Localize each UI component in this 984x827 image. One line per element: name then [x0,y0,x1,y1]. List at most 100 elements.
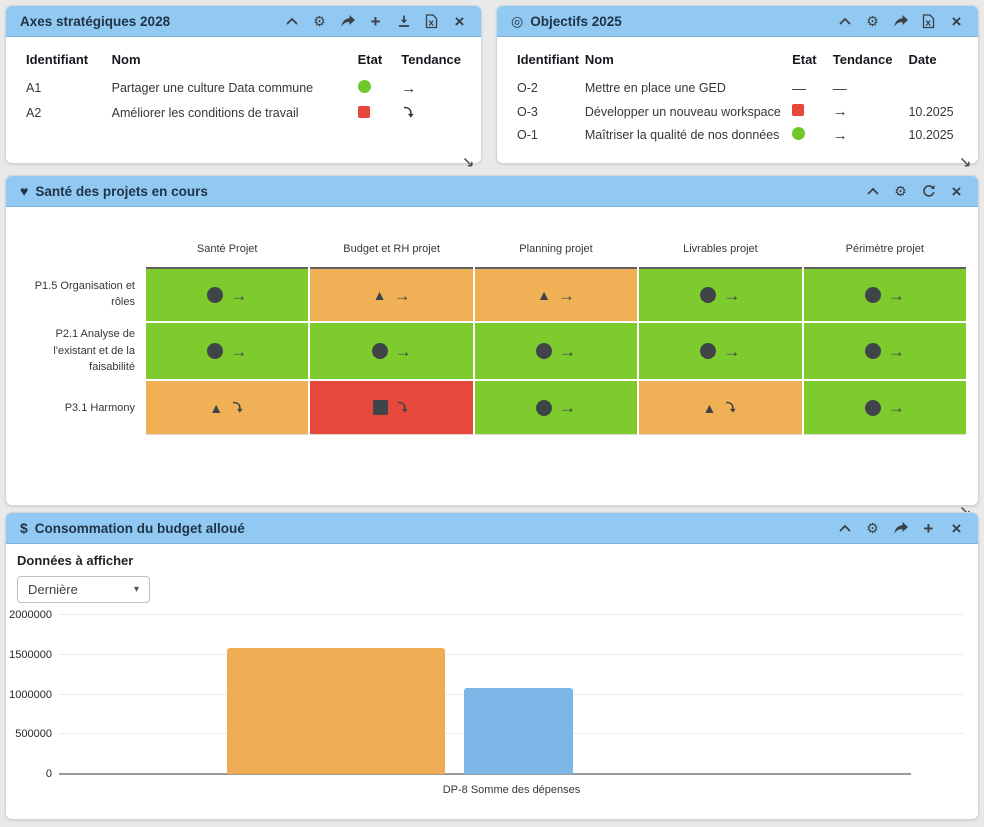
collapse-icon[interactable] [835,519,854,538]
status-circle-icon [864,343,881,359]
panel-axes-header[interactable]: Axes stratégiques 2028 ⚙ + × [6,6,481,37]
matrix-cell: → [803,323,966,379]
chart-bar [464,688,573,774]
download-icon[interactable] [394,12,413,31]
collapse-icon[interactable] [835,12,854,31]
target-icon: ◎ [511,13,524,29]
trend-down-icon [230,399,245,417]
trend-stable-icon: → [723,341,741,361]
table-row: O-3 Développer un nouveau workspace → 10.20… [517,100,978,123]
y-tick-label: 2000000 [9,609,52,621]
resize-handle-icon[interactable] [959,155,971,173]
y-tick-label: 1000000 [9,688,52,701]
settings-icon[interactable]: ⚙ [863,519,882,538]
panel-axes-strategiques: Axes stratégiques 2028 ⚙ + × [5,5,482,167]
add-icon[interactable]: + [919,519,938,538]
status-triangle-icon: ▲ [702,399,717,416]
matrix-cell: → [803,381,966,435]
panel-budget-header[interactable]: $ Consommation du budget alloué ⚙ + × [6,513,978,544]
heart-pulse-icon: ♥ [20,183,29,199]
budget-chart: DP-8 Somme des dépenses 0 500000 1000000 15… [6,607,978,807]
settings-icon[interactable]: ⚙ [310,12,329,31]
y-tick-label: 500000 [15,728,52,741]
matrix-cell: → [474,323,638,379]
panel-objectifs-title: ◎ Objectifs 2025 [511,14,622,29]
collapse-icon[interactable] [282,12,301,31]
collapse-icon[interactable] [863,182,882,201]
panel-sante-projets: ♥ Santé des projets en cours ⚙ × Santé P… [5,175,979,516]
column-header: Identifiant [517,52,580,67]
row-name: Partager une culture Data commune [111,81,314,95]
matrix-cell: ▲ [639,381,802,435]
export-excel-icon[interactable] [919,12,938,31]
status-circle-icon [535,343,552,359]
matrix-cell: → [310,323,473,379]
export-excel-icon[interactable] [422,12,441,31]
table-row: A2 Améliorer les conditions de travail [26,100,481,126]
close-icon[interactable]: × [947,12,966,31]
close-icon[interactable]: × [947,519,966,538]
data-filter-select[interactable]: Dernière ▾ [17,576,150,603]
column-header: Tendance [401,52,462,67]
settings-icon[interactable]: ⚙ [863,12,882,31]
column-header: Date [908,52,937,67]
state-cell [792,100,833,123]
trend-stable-icon: → [832,126,848,144]
status-circle-icon [864,399,881,416]
row-id: O-3 [517,104,538,119]
matrix-corner [16,229,144,265]
trend-stable-icon: → [558,341,576,361]
date-cell: 10.2025 [908,104,954,119]
share-icon[interactable] [891,519,910,538]
share-icon[interactable] [338,12,357,31]
refresh-icon[interactable] [919,182,938,201]
panel-axes-body: Identifiant Nom Etat Tendance A1 Partager un… [6,52,481,178]
chevron-down-icon: ▾ [133,584,139,595]
close-icon[interactable]: × [450,12,469,31]
chart-gridline [59,614,964,615]
row-name: Développer un nouveau workspace [584,104,781,119]
matrix-cell: ▲ [146,381,309,435]
resize-handle-icon[interactable] [462,155,474,173]
row-name: Mettre en place une GED [584,81,726,95]
x-axis-line [59,773,911,775]
date-cell [908,76,978,100]
trend-down-icon [401,106,416,122]
matrix-column-header: Budget et RH projet [343,243,440,255]
settings-icon[interactable]: ⚙ [891,182,910,201]
column-header: Identifiant [26,52,89,67]
status-circle-icon [207,343,224,359]
table-row: O-1 Maîtriser la qualité de nos données → 1… [517,123,978,147]
state-cell [357,100,402,126]
data-filter-value: Dernière [28,582,78,597]
trend-stable-icon: → [394,341,412,361]
status-circle-icon [700,343,717,359]
trend-cell: → [401,76,481,100]
panel-objectifs-header[interactable]: ◎ Objectifs 2025 ⚙ × [497,6,978,37]
trend-stable-icon: → [230,285,248,305]
share-icon[interactable] [891,12,910,31]
status-triangle-icon: ▲ [209,399,224,416]
state-cell: — [792,76,833,100]
panel-sante-header[interactable]: ♥ Santé des projets en cours ⚙ × [6,176,978,207]
matrix-cell: → [474,381,638,435]
panel-sante-title: ♥ Santé des projets en cours [20,184,208,199]
axes-table-header-row: Identifiant Nom Etat Tendance [26,52,481,76]
state-green-circle-icon [357,80,371,93]
panel-budget-title-text: Consommation du budget alloué [34,520,245,536]
column-header: Nom [111,52,141,67]
trend-stable-icon: → [832,103,848,120]
matrix-cell: → [146,323,309,379]
add-icon[interactable]: + [366,12,385,31]
trend-cell: → [833,123,909,147]
column-header: Nom [584,52,614,67]
state-red-square-icon [357,105,370,118]
close-icon[interactable]: × [947,182,966,201]
matrix-column-header: Périmètre projet [845,243,924,255]
panel-sante-title-text: Santé des projets en cours [35,183,208,199]
project-health-matrix: Santé Projet Budget et RH projet Planning … [16,229,966,435]
matrix-cell [310,381,473,435]
status-triangle-icon: ▲ [372,287,387,303]
dollar-icon: $ [20,520,28,536]
chart-bar [227,648,445,774]
